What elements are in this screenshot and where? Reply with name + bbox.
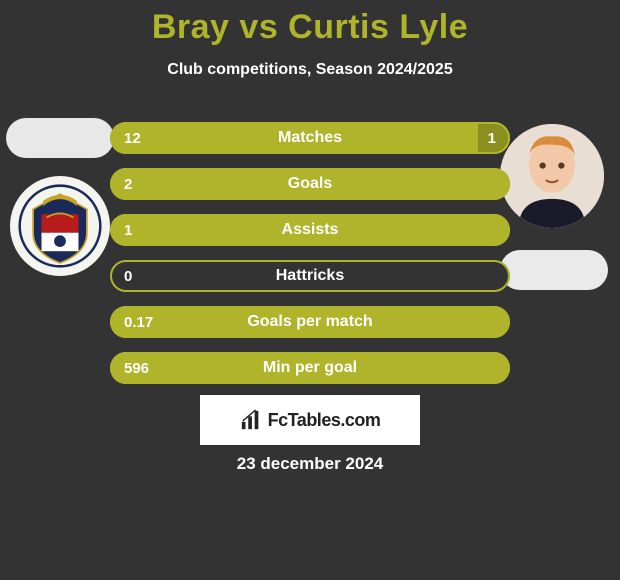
page-subtitle: Club competitions, Season 2024/2025 — [0, 61, 620, 79]
stat-row: Min per goal596 — [110, 352, 510, 384]
stat-label: Min per goal — [110, 359, 510, 377]
stat-row: Goals2 — [110, 168, 510, 200]
stat-label: Matches — [110, 129, 510, 147]
stat-label: Assists — [110, 221, 510, 239]
stat-row: Assists1 — [110, 214, 510, 246]
stat-row: Goals per match0.17 — [110, 306, 510, 338]
stat-value-left: 2 — [124, 176, 132, 193]
stat-row: Matches12 1 — [110, 122, 510, 154]
stat-label: Goals per match — [110, 313, 510, 331]
stat-value-left: 1 — [124, 222, 132, 239]
club-right-crest-placeholder — [500, 250, 608, 290]
stat-value-left: 0.17 — [124, 314, 153, 331]
fctables-logo: FcTables.com — [200, 395, 420, 445]
stat-value-left: 0 — [124, 268, 132, 285]
stat-value-right: 1 — [488, 130, 496, 147]
stat-row: Hattricks0 — [110, 260, 510, 292]
stats-bars: Matches121Goals2Assists1Hattricks0Goals … — [110, 122, 510, 398]
player-left-avatar-placeholder — [6, 118, 114, 158]
player-right-avatar — [500, 124, 604, 228]
page-title: Bray vs Curtis Lyle — [0, 0, 620, 47]
club-left-crest — [10, 176, 110, 276]
stat-value-left: 596 — [124, 360, 149, 377]
person-icon — [500, 124, 604, 228]
shield-icon — [18, 184, 102, 268]
stat-label: Hattricks — [110, 267, 510, 285]
date-label: 23 december 2024 — [0, 454, 620, 474]
bars-icon — [240, 409, 262, 431]
logo-text: FcTables.com — [268, 410, 381, 431]
stat-value-left: 12 — [124, 130, 141, 147]
stat-label: Goals — [110, 175, 510, 193]
